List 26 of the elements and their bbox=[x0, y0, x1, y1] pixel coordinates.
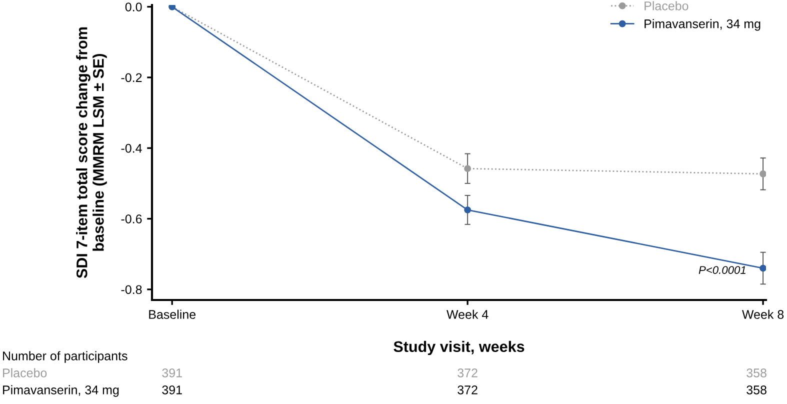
text: 372 bbox=[458, 368, 478, 378]
x-tick-label: Week 8 bbox=[742, 310, 784, 319]
point bbox=[464, 165, 472, 172]
y-axis-title: SDI 7-item total score change from baseline (MMRM LSM ± SE) bbox=[76, 27, 107, 278]
text: 372 bbox=[458, 386, 478, 394]
x-tick-label: Baseline bbox=[149, 310, 196, 319]
point bbox=[464, 206, 472, 214]
text: 358 bbox=[746, 386, 766, 394]
y-tick-label: -0.6 bbox=[121, 214, 142, 224]
text: 391 bbox=[162, 368, 182, 378]
y-tick-label: -0.8 bbox=[121, 285, 142, 294]
text: Placebo bbox=[3, 368, 47, 378]
point bbox=[760, 264, 766, 272]
text: Pimavanserin, 34 mg bbox=[3, 385, 119, 397]
text: 391 bbox=[162, 386, 182, 394]
y-tick-label: 0.0 bbox=[125, 2, 142, 12]
text: 358 bbox=[746, 368, 766, 378]
y-tick-label: -0.4 bbox=[121, 144, 142, 153]
legend-label: Placebo bbox=[644, 1, 688, 10]
legend-label: Pimavanserin, 34 mg bbox=[644, 19, 760, 31]
x-axis-title: Study visit, weeks bbox=[394, 340, 524, 356]
point bbox=[760, 170, 766, 178]
x-tick-label: Week 4 bbox=[446, 310, 488, 319]
y-tick-label: -0.2 bbox=[121, 73, 142, 82]
text: Number of participants bbox=[3, 351, 128, 363]
annotation: P<0.0001 bbox=[698, 266, 746, 274]
